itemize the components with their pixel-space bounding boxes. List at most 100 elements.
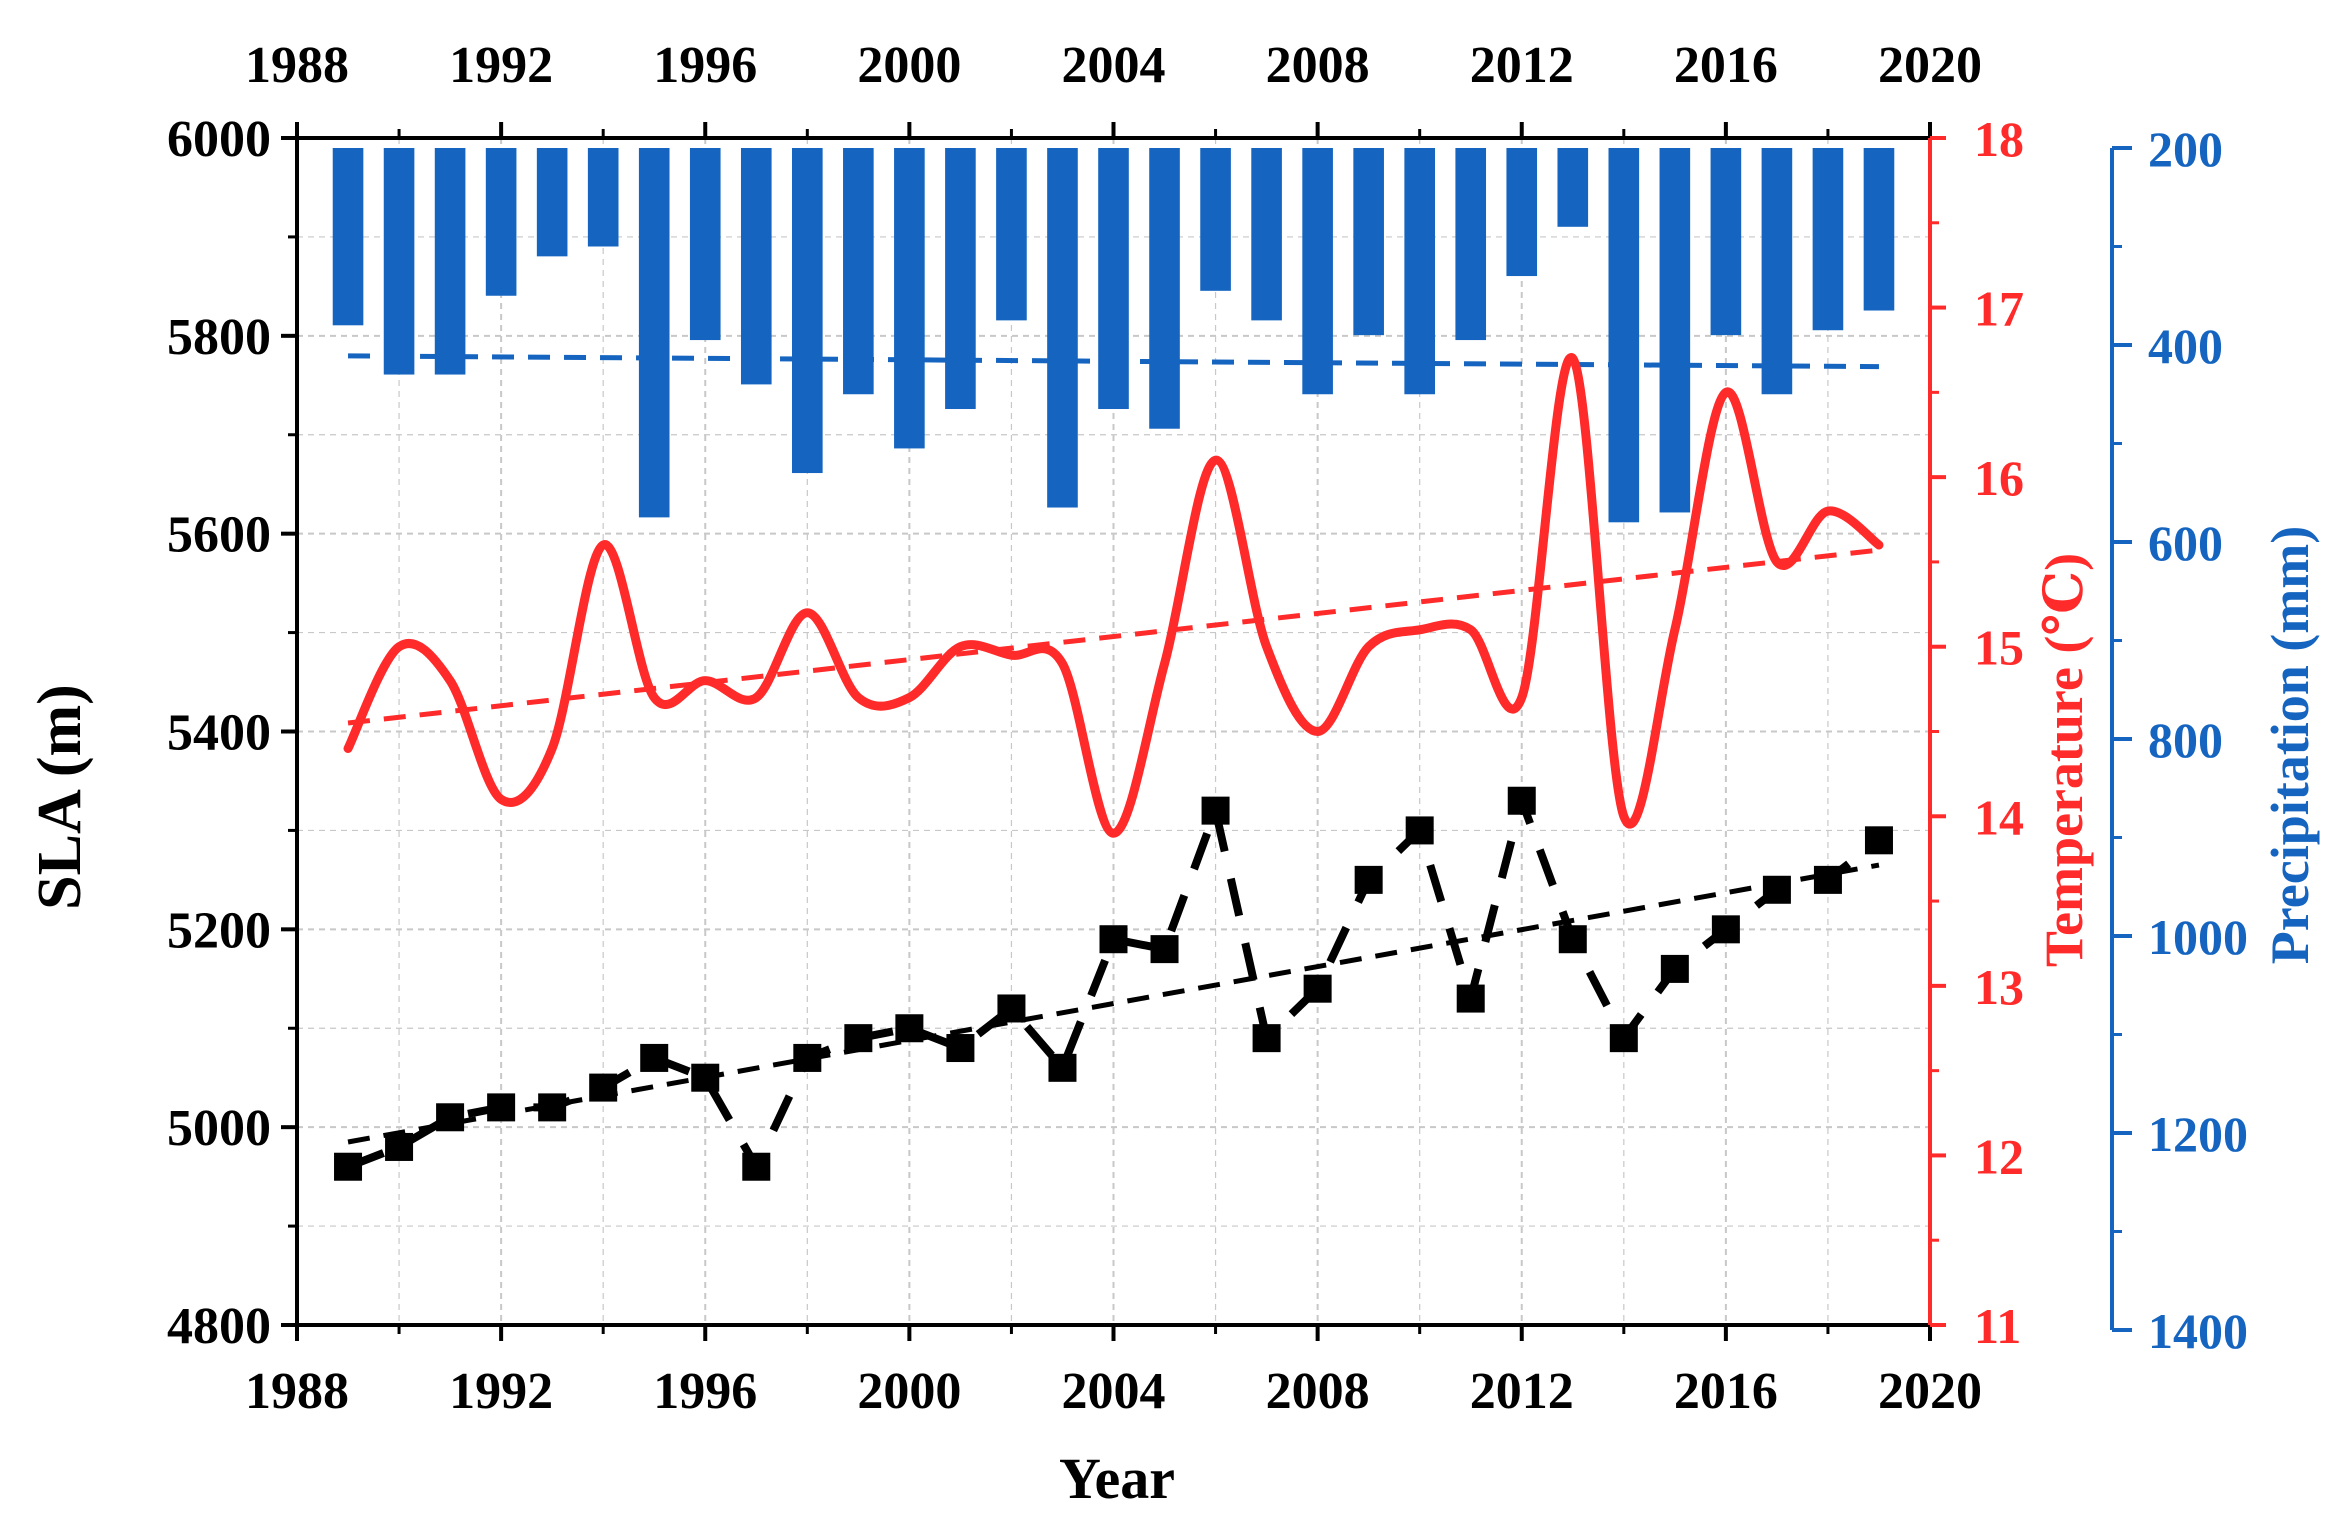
y-temperature-tick-label: 12 bbox=[1974, 1128, 2024, 1184]
sla-marker bbox=[1711, 915, 1740, 944]
y-temperature-tick-label: 18 bbox=[1974, 111, 2024, 167]
sla-marker bbox=[487, 1093, 516, 1122]
sla-marker bbox=[334, 1152, 363, 1181]
sla-marker bbox=[1456, 984, 1485, 1013]
y-left-tick-label: 5200 bbox=[167, 902, 271, 959]
y-temperature-tick-label: 15 bbox=[1974, 620, 2024, 676]
precipitation-bar bbox=[1047, 148, 1078, 508]
y-precipitation-tick-label: 1000 bbox=[2148, 909, 2248, 965]
precipitation-bar bbox=[434, 148, 466, 375]
sla-marker bbox=[1660, 954, 1689, 983]
precipitation-bar bbox=[332, 148, 364, 326]
precipitation-bar bbox=[1710, 148, 1742, 336]
sla-marker bbox=[1354, 865, 1383, 894]
y-left-tick-label: 5800 bbox=[167, 309, 271, 366]
precipitation-bar bbox=[485, 148, 517, 296]
y-left-tick-label: 5000 bbox=[167, 1100, 271, 1157]
x-tick-label-bottom: 2008 bbox=[1266, 1363, 1370, 1420]
precipitation-bar bbox=[1353, 148, 1384, 336]
precipitation-bar bbox=[587, 148, 619, 247]
precipitation-bar bbox=[1200, 148, 1231, 291]
temperature-trend-line bbox=[347, 547, 1880, 726]
sla-marker bbox=[1252, 1024, 1281, 1053]
sla-marker bbox=[793, 1043, 822, 1072]
y-temperature-tick-label: 14 bbox=[1974, 789, 2024, 845]
x-tick-label-bottom: 1996 bbox=[653, 1363, 757, 1420]
precipitation-bar bbox=[996, 148, 1027, 321]
y-precipitation-axis-title: Precipitation (mm) bbox=[2260, 526, 2320, 964]
axes bbox=[281, 122, 2132, 1341]
precipitation-bar bbox=[1557, 148, 1589, 227]
x-tick-label-bottom: 1988 bbox=[245, 1363, 349, 1420]
sla-marker bbox=[1048, 1053, 1077, 1082]
tick-labels: 1988198819921992199619962000200020042004… bbox=[167, 37, 2248, 1420]
precipitation-bar bbox=[894, 148, 925, 449]
precipitation-bar bbox=[383, 148, 415, 375]
precipitation-bar bbox=[1659, 148, 1691, 513]
sla-marker bbox=[385, 1132, 414, 1161]
precipitation-trend-line bbox=[348, 353, 1879, 370]
precipitation-bar bbox=[1455, 148, 1487, 341]
x-tick-label-top: 1996 bbox=[653, 37, 757, 94]
temperature-line bbox=[343, 353, 1884, 838]
precipitation-bar bbox=[843, 148, 874, 395]
sla-marker bbox=[538, 1093, 567, 1122]
y-left-tick-label: 5600 bbox=[167, 507, 271, 564]
y-precipitation-tick-label: 200 bbox=[2148, 121, 2223, 177]
x-tick-label-top: 2004 bbox=[1062, 37, 1166, 94]
precipitation-bar bbox=[1302, 148, 1333, 395]
x-axis-title: Year bbox=[1059, 1446, 1175, 1511]
x-tick-label-top: 1988 bbox=[245, 37, 349, 94]
precipitation-bar bbox=[638, 148, 670, 518]
sla-marker bbox=[895, 1014, 924, 1043]
x-tick-label-bottom: 2016 bbox=[1674, 1363, 1778, 1420]
y-precipitation-tick-label: 400 bbox=[2148, 318, 2223, 374]
y-left-tick-label: 5400 bbox=[167, 705, 271, 762]
y-precipitation-tick-label: 1400 bbox=[2148, 1303, 2248, 1359]
precipitation-bar bbox=[1251, 148, 1282, 321]
y-precipitation-tick-label: 800 bbox=[2148, 712, 2223, 768]
y-temperature-tick-label: 13 bbox=[1974, 959, 2024, 1015]
precipitation-bar bbox=[792, 148, 823, 474]
sla-marker bbox=[1099, 925, 1128, 954]
y-temperature-axis-title: Temperature (℃) bbox=[2034, 553, 2094, 967]
precipitation-bar bbox=[1608, 148, 1640, 523]
y-temperature-tick-label: 17 bbox=[1974, 281, 2024, 337]
x-tick-label-top: 2000 bbox=[857, 37, 961, 94]
sla-marker bbox=[1813, 865, 1842, 894]
y-precipitation-tick-label: 1200 bbox=[2148, 1106, 2248, 1162]
x-tick-label-top: 2020 bbox=[1878, 37, 1982, 94]
x-tick-label-top: 2012 bbox=[1470, 37, 1574, 94]
sla-marker bbox=[742, 1152, 771, 1181]
precipitation-bar bbox=[740, 148, 772, 385]
sla-marker bbox=[589, 1073, 618, 1102]
temperature-series bbox=[343, 353, 1884, 838]
x-tick-label-bottom: 2000 bbox=[857, 1363, 961, 1420]
precipitation-bar bbox=[1506, 148, 1538, 277]
x-tick-label-top: 2008 bbox=[1266, 37, 1370, 94]
x-tick-label-bottom: 2020 bbox=[1878, 1363, 1982, 1420]
sla-marker bbox=[946, 1034, 975, 1063]
precipitation-bar bbox=[689, 148, 721, 341]
sla-marker bbox=[1609, 1024, 1638, 1053]
y-precipitation-tick-label: 600 bbox=[2148, 515, 2223, 571]
sla-marker bbox=[640, 1043, 669, 1072]
sla-marker bbox=[1762, 875, 1791, 904]
precipitation-bar bbox=[1863, 148, 1895, 311]
sla-marker bbox=[691, 1063, 720, 1092]
sla-marker bbox=[1201, 796, 1230, 825]
sla-marker bbox=[1558, 925, 1587, 954]
x-tick-label-top: 1992 bbox=[449, 37, 553, 94]
y-left-tick-label: 4800 bbox=[167, 1298, 271, 1355]
sla-marker bbox=[436, 1103, 465, 1132]
x-tick-label-bottom: 2012 bbox=[1470, 1363, 1574, 1420]
sla-marker bbox=[1150, 935, 1179, 964]
precipitation-bar bbox=[1404, 148, 1435, 395]
y-left-tick-label: 6000 bbox=[167, 111, 271, 168]
precipitation-bar bbox=[1149, 148, 1180, 429]
sla-marker bbox=[1405, 816, 1434, 845]
x-tick-label-bottom: 2004 bbox=[1062, 1363, 1166, 1420]
sla-marker bbox=[1507, 786, 1536, 815]
sla-marker bbox=[1303, 974, 1332, 1003]
y-left-axis-title: SLA (m) bbox=[26, 684, 94, 910]
